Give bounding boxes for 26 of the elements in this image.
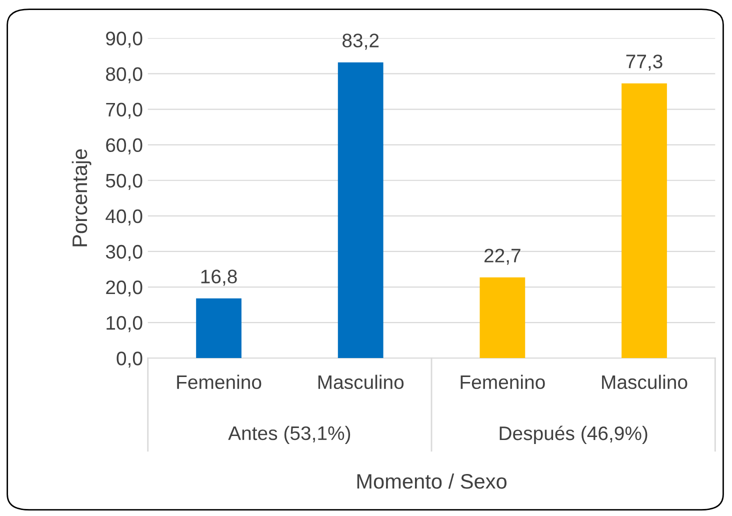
- bar: [480, 277, 526, 358]
- data-label: 77,3: [626, 54, 662, 71]
- y-tick-label: 10,0: [106, 316, 142, 332]
- bar: [622, 83, 667, 358]
- data-label: 83,2: [342, 34, 379, 50]
- y-axis-title: Porcentaje: [72, 149, 92, 246]
- data-label: 22,7: [484, 248, 520, 265]
- y-tick-label: 40,0: [106, 209, 142, 226]
- x-tick-label: Femenino: [460, 374, 545, 390]
- y-tick-label: 20,0: [106, 280, 142, 297]
- y-tick-label: 50,0: [106, 174, 142, 190]
- x-tick-label: Femenino: [177, 374, 262, 390]
- y-tick-label: 90,0: [106, 32, 142, 48]
- y-tick-label: 70,0: [106, 102, 142, 119]
- x-axis-title: Momento / Sexo: [357, 473, 506, 489]
- data-label: 16,8: [201, 270, 237, 286]
- bar: [338, 62, 384, 358]
- text: Después (46,9%): [500, 426, 648, 444]
- text: Antes (53,1%): [228, 426, 350, 444]
- x-tick-label: Masculino: [318, 374, 404, 390]
- y-tick-label: 80,0: [106, 67, 142, 84]
- y-tick-label: 30,0: [106, 244, 142, 261]
- bar: [196, 298, 242, 358]
- y-tick-label: 60,0: [106, 138, 142, 154]
- x-tick-label: Masculino: [602, 374, 688, 390]
- y-tick-label: 0,0: [116, 352, 142, 368]
